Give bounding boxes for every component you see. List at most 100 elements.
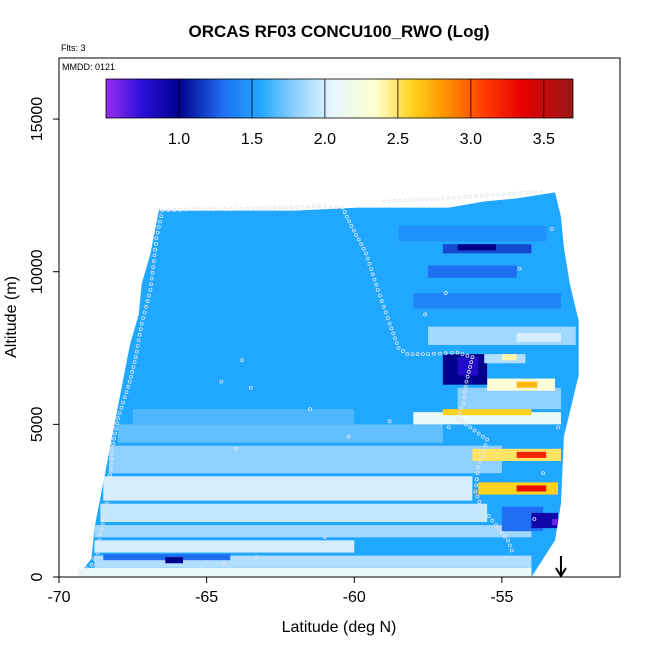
flight-track-point (254, 555, 259, 560)
flight-track-point (322, 535, 327, 540)
flight-track-point (160, 208, 165, 213)
flight-track-point (446, 425, 451, 430)
flight-track-point (144, 304, 149, 309)
flight-track-point (122, 395, 127, 400)
y-axis-tick-label: 0 (29, 572, 46, 581)
flight-track-point (184, 207, 188, 212)
flight-track-point (109, 457, 114, 462)
flight-track-point (240, 358, 244, 363)
flight-track-point (121, 400, 125, 405)
flight-track-point (141, 316, 146, 320)
flight-track-point (475, 494, 480, 499)
latitude-marker (555, 556, 567, 578)
flight-track-point (153, 247, 158, 252)
flight-track-point (502, 534, 507, 539)
x-axis-label: Latitude (deg N) (282, 619, 397, 636)
colorbar-gradient (105, 78, 574, 119)
flight-track-point (474, 477, 479, 482)
flight-track-point (387, 321, 392, 326)
heatmap-band (442, 409, 532, 416)
flight-track-point (166, 208, 171, 213)
flight-track-point (278, 205, 283, 210)
flight-track-point (189, 207, 194, 212)
flight-track-point (501, 192, 506, 197)
flight-track-point (130, 369, 135, 374)
flight-track-point (234, 207, 239, 212)
flight-track-point (354, 233, 359, 238)
y-axis-tick-label: 15000 (29, 97, 46, 142)
flight-track-point (107, 478, 112, 483)
flight-track-point (455, 416, 460, 421)
flight-track-point (394, 341, 399, 346)
flight-track-point (156, 225, 161, 230)
flight-track-point (446, 196, 451, 201)
heatmap-band (109, 445, 502, 474)
flight-track-point (99, 527, 104, 532)
flight-track-point (217, 207, 222, 212)
flight-track-point (133, 355, 138, 360)
flight-track-point (108, 467, 113, 472)
flight-track-point (517, 266, 522, 271)
flight-track-point (239, 206, 244, 211)
flight-track-point (478, 459, 482, 464)
flight-track-point (387, 419, 392, 424)
flight-track-point (134, 349, 139, 354)
flight-track-point (387, 199, 392, 204)
flight-track-point (119, 405, 124, 410)
flight-track-point (108, 472, 112, 477)
flight-track-point (311, 204, 316, 209)
heatmap-band (501, 354, 517, 361)
heatmap-band (531, 512, 558, 529)
flight-track-point (460, 352, 465, 357)
colorbar: 1.0 1.5 2.0 2.5 3.0 3.5 (105, 78, 574, 148)
flight-track-point (219, 379, 224, 384)
flight-track-point (476, 465, 481, 470)
flight-track-point (370, 272, 375, 277)
flight-track-point (534, 190, 539, 195)
flight-track-point (109, 462, 113, 467)
flight-track-point (139, 321, 144, 326)
flight-track-point (223, 207, 228, 212)
colorbar-tick-label: 2.5 (387, 131, 409, 148)
flight-track-point (200, 207, 205, 212)
heatmap-band (516, 451, 547, 458)
heatmap-band (516, 381, 538, 388)
flight-track-point (463, 390, 467, 395)
flight-track-point (443, 351, 448, 356)
flight-track-point (267, 206, 272, 210)
flight-track-point (426, 352, 431, 357)
flight-track-point (430, 197, 435, 201)
flight-track-point (155, 230, 160, 235)
flight-track-point (496, 527, 501, 531)
flight-track-point (485, 437, 490, 442)
chart-title: ORCAS RF03 CONCU100_RWO (Log) (189, 22, 490, 41)
flight-track-point (340, 205, 345, 210)
heatmap-band (457, 357, 479, 376)
colorbar-tick-label: 1.5 (241, 131, 263, 148)
flight-track-point (462, 395, 467, 400)
flight-track-point (112, 436, 116, 441)
flight-track-point (149, 276, 154, 281)
heatmap-band (398, 225, 547, 242)
flight-track-point (385, 316, 390, 320)
flight-track-point (466, 369, 471, 374)
flight-track-point (379, 299, 384, 304)
flight-track-point (556, 425, 560, 430)
flight-track-point (499, 530, 504, 535)
flight-track-point (249, 385, 253, 390)
flight-track-point (464, 422, 468, 427)
heatmap-band (413, 293, 561, 309)
x-axis-tick-label: -65 (195, 589, 218, 606)
flight-track-point (349, 223, 354, 228)
flight-track-point (107, 483, 112, 488)
flight-track-point (132, 360, 137, 365)
flight-track-point (494, 523, 498, 527)
flight-track-point (334, 205, 339, 210)
flight-track-point (435, 196, 440, 201)
flight-track-point (154, 236, 159, 241)
flight-track-point (151, 259, 156, 264)
flight-track-point (347, 219, 352, 224)
heatmap-band (516, 332, 561, 342)
heatmap-band (132, 409, 355, 425)
